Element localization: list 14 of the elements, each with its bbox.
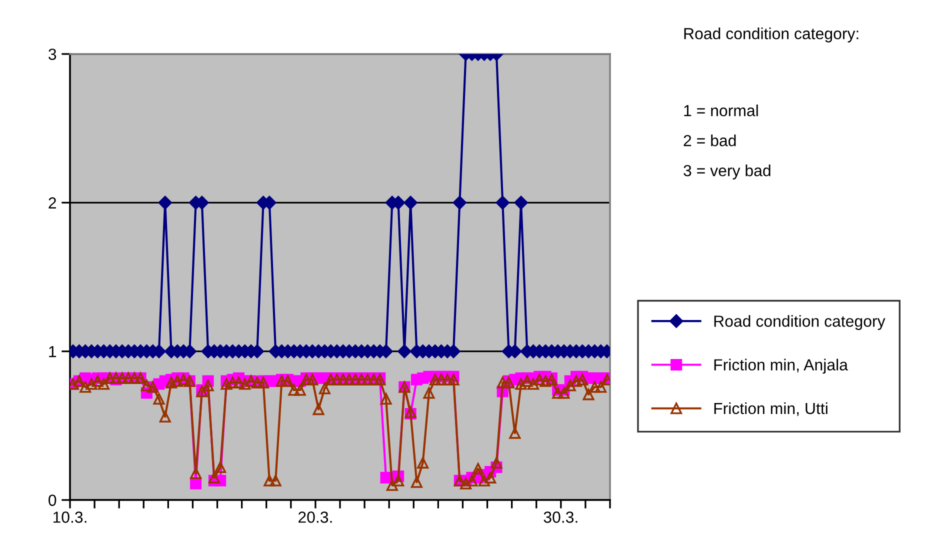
x-tick-label: 30.3.	[544, 512, 578, 523]
y-tick-label: 2	[48, 197, 56, 208]
text: 3 = very bad	[684, 164, 770, 180]
legend-label: Road condition category	[714, 315, 886, 330]
text: 2 = bad	[684, 134, 736, 146]
legend-label: Friction min, Anjala	[714, 358, 848, 374]
y-tick-label: 0	[48, 494, 56, 506]
y-tick-label: 3	[48, 48, 56, 60]
x-tick-label: 20.3.	[298, 512, 332, 523]
legend-label: Friction min, Utti	[714, 402, 828, 416]
text: 1 = normal	[684, 104, 758, 116]
text: Road condition category:	[684, 28, 858, 42]
y-tick-label: 1	[49, 346, 56, 358]
x-tick-label: 10.3.	[53, 512, 86, 523]
